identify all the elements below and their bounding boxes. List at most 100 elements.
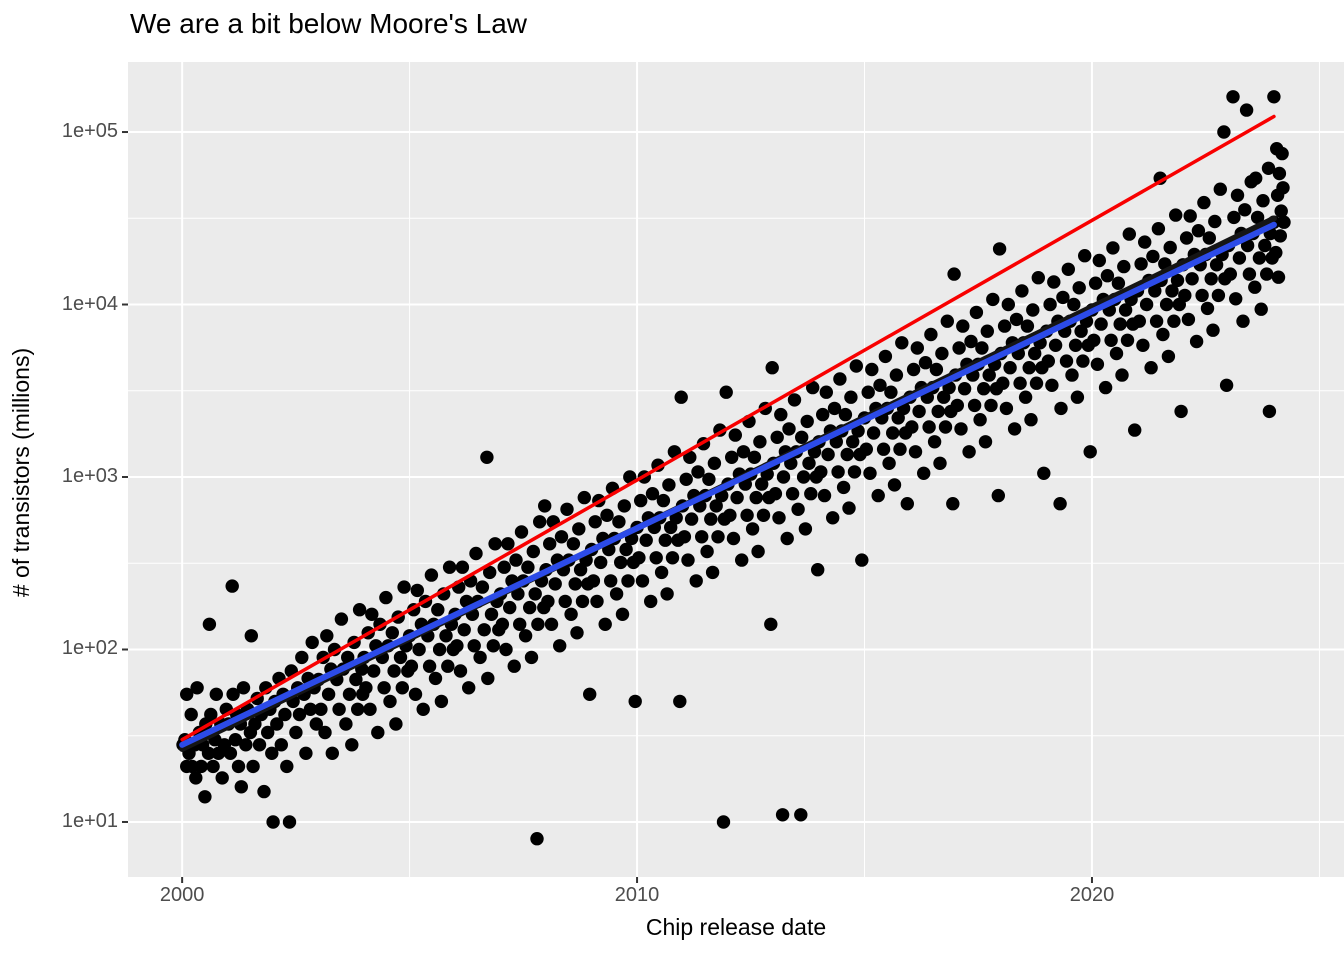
data-point <box>1043 297 1057 312</box>
data-point <box>730 490 744 505</box>
data-point <box>1087 333 1101 347</box>
data-point <box>1277 215 1291 229</box>
data-point <box>796 470 811 484</box>
data-point <box>441 659 455 673</box>
data-point <box>541 594 555 609</box>
data-point <box>798 522 813 536</box>
data-point <box>816 407 830 422</box>
data-point <box>770 430 784 444</box>
data-point <box>1148 284 1162 298</box>
data-point <box>1181 312 1196 327</box>
data-point <box>1197 195 1211 210</box>
data-point <box>814 465 828 479</box>
data-point <box>1159 297 1174 312</box>
data-point <box>228 733 243 747</box>
data-point <box>432 642 447 657</box>
data-point <box>1163 240 1177 255</box>
data-point <box>1024 413 1038 427</box>
data-point <box>521 560 535 574</box>
data-point <box>1232 251 1247 265</box>
data-point <box>992 242 1007 256</box>
data-point <box>621 574 635 588</box>
fit-line <box>179 221 1277 748</box>
data-point <box>475 580 490 594</box>
data-point <box>747 450 762 464</box>
data-point <box>1161 349 1176 364</box>
data-point <box>484 607 499 621</box>
data-point <box>528 587 542 601</box>
data-point <box>929 362 944 377</box>
data-point <box>700 544 714 559</box>
data-point <box>1223 267 1238 281</box>
data-point <box>1169 208 1183 222</box>
data-point <box>488 537 502 551</box>
data-point <box>1092 253 1107 268</box>
data-point <box>274 738 288 752</box>
data-point <box>239 738 253 752</box>
data-point <box>495 617 510 631</box>
data-point <box>1174 404 1188 419</box>
data-point <box>962 445 976 459</box>
data-point <box>526 544 540 559</box>
data-point <box>887 478 902 492</box>
data-point <box>397 580 411 594</box>
data-point <box>811 563 825 577</box>
data-point <box>379 590 393 605</box>
data-point <box>252 738 267 752</box>
data-point <box>975 341 989 355</box>
data-point <box>1053 497 1067 511</box>
data-point <box>829 435 843 449</box>
data-point <box>1028 346 1042 361</box>
data-point <box>1267 90 1281 104</box>
data-point <box>900 497 914 511</box>
data-point <box>1238 203 1252 217</box>
data-point <box>314 702 328 716</box>
data-point <box>836 480 851 495</box>
data-point <box>649 551 663 565</box>
data-point <box>950 398 964 413</box>
data-point <box>453 664 468 678</box>
data-point <box>1098 380 1113 395</box>
data-point <box>847 465 862 479</box>
data-point <box>1189 334 1204 349</box>
data-point <box>964 334 978 349</box>
data-point <box>707 456 722 470</box>
data-point <box>184 707 198 722</box>
data-point <box>404 659 419 673</box>
data-point <box>859 442 873 456</box>
data-point <box>305 635 319 650</box>
data-point <box>933 456 947 470</box>
data-point <box>952 341 966 355</box>
data-point <box>910 341 924 355</box>
data-point <box>1054 401 1068 416</box>
data-point <box>1204 272 1218 286</box>
data-point <box>1273 229 1288 243</box>
data-point <box>412 642 426 657</box>
data-point <box>359 681 373 695</box>
data-point <box>395 681 409 695</box>
data-point <box>270 717 284 731</box>
data-point <box>1061 262 1076 276</box>
data-point <box>705 565 720 580</box>
data-point <box>509 553 523 567</box>
data-point <box>765 361 779 375</box>
data-point <box>1185 272 1199 286</box>
data-point <box>1009 312 1024 327</box>
data-point <box>513 617 527 631</box>
data-point <box>223 746 238 760</box>
data-point <box>1134 257 1148 271</box>
data-point <box>586 574 601 588</box>
data-point <box>806 380 820 395</box>
data-point <box>871 488 885 503</box>
data-point <box>644 594 658 609</box>
data-point <box>189 771 203 785</box>
data-point <box>424 568 439 582</box>
data-point <box>1227 210 1241 225</box>
data-point <box>1219 378 1234 392</box>
data-point <box>938 420 953 434</box>
data-point <box>289 725 303 740</box>
data-point <box>367 664 381 678</box>
data-point <box>1111 276 1126 290</box>
data-point <box>635 574 650 588</box>
data-point <box>865 362 879 377</box>
